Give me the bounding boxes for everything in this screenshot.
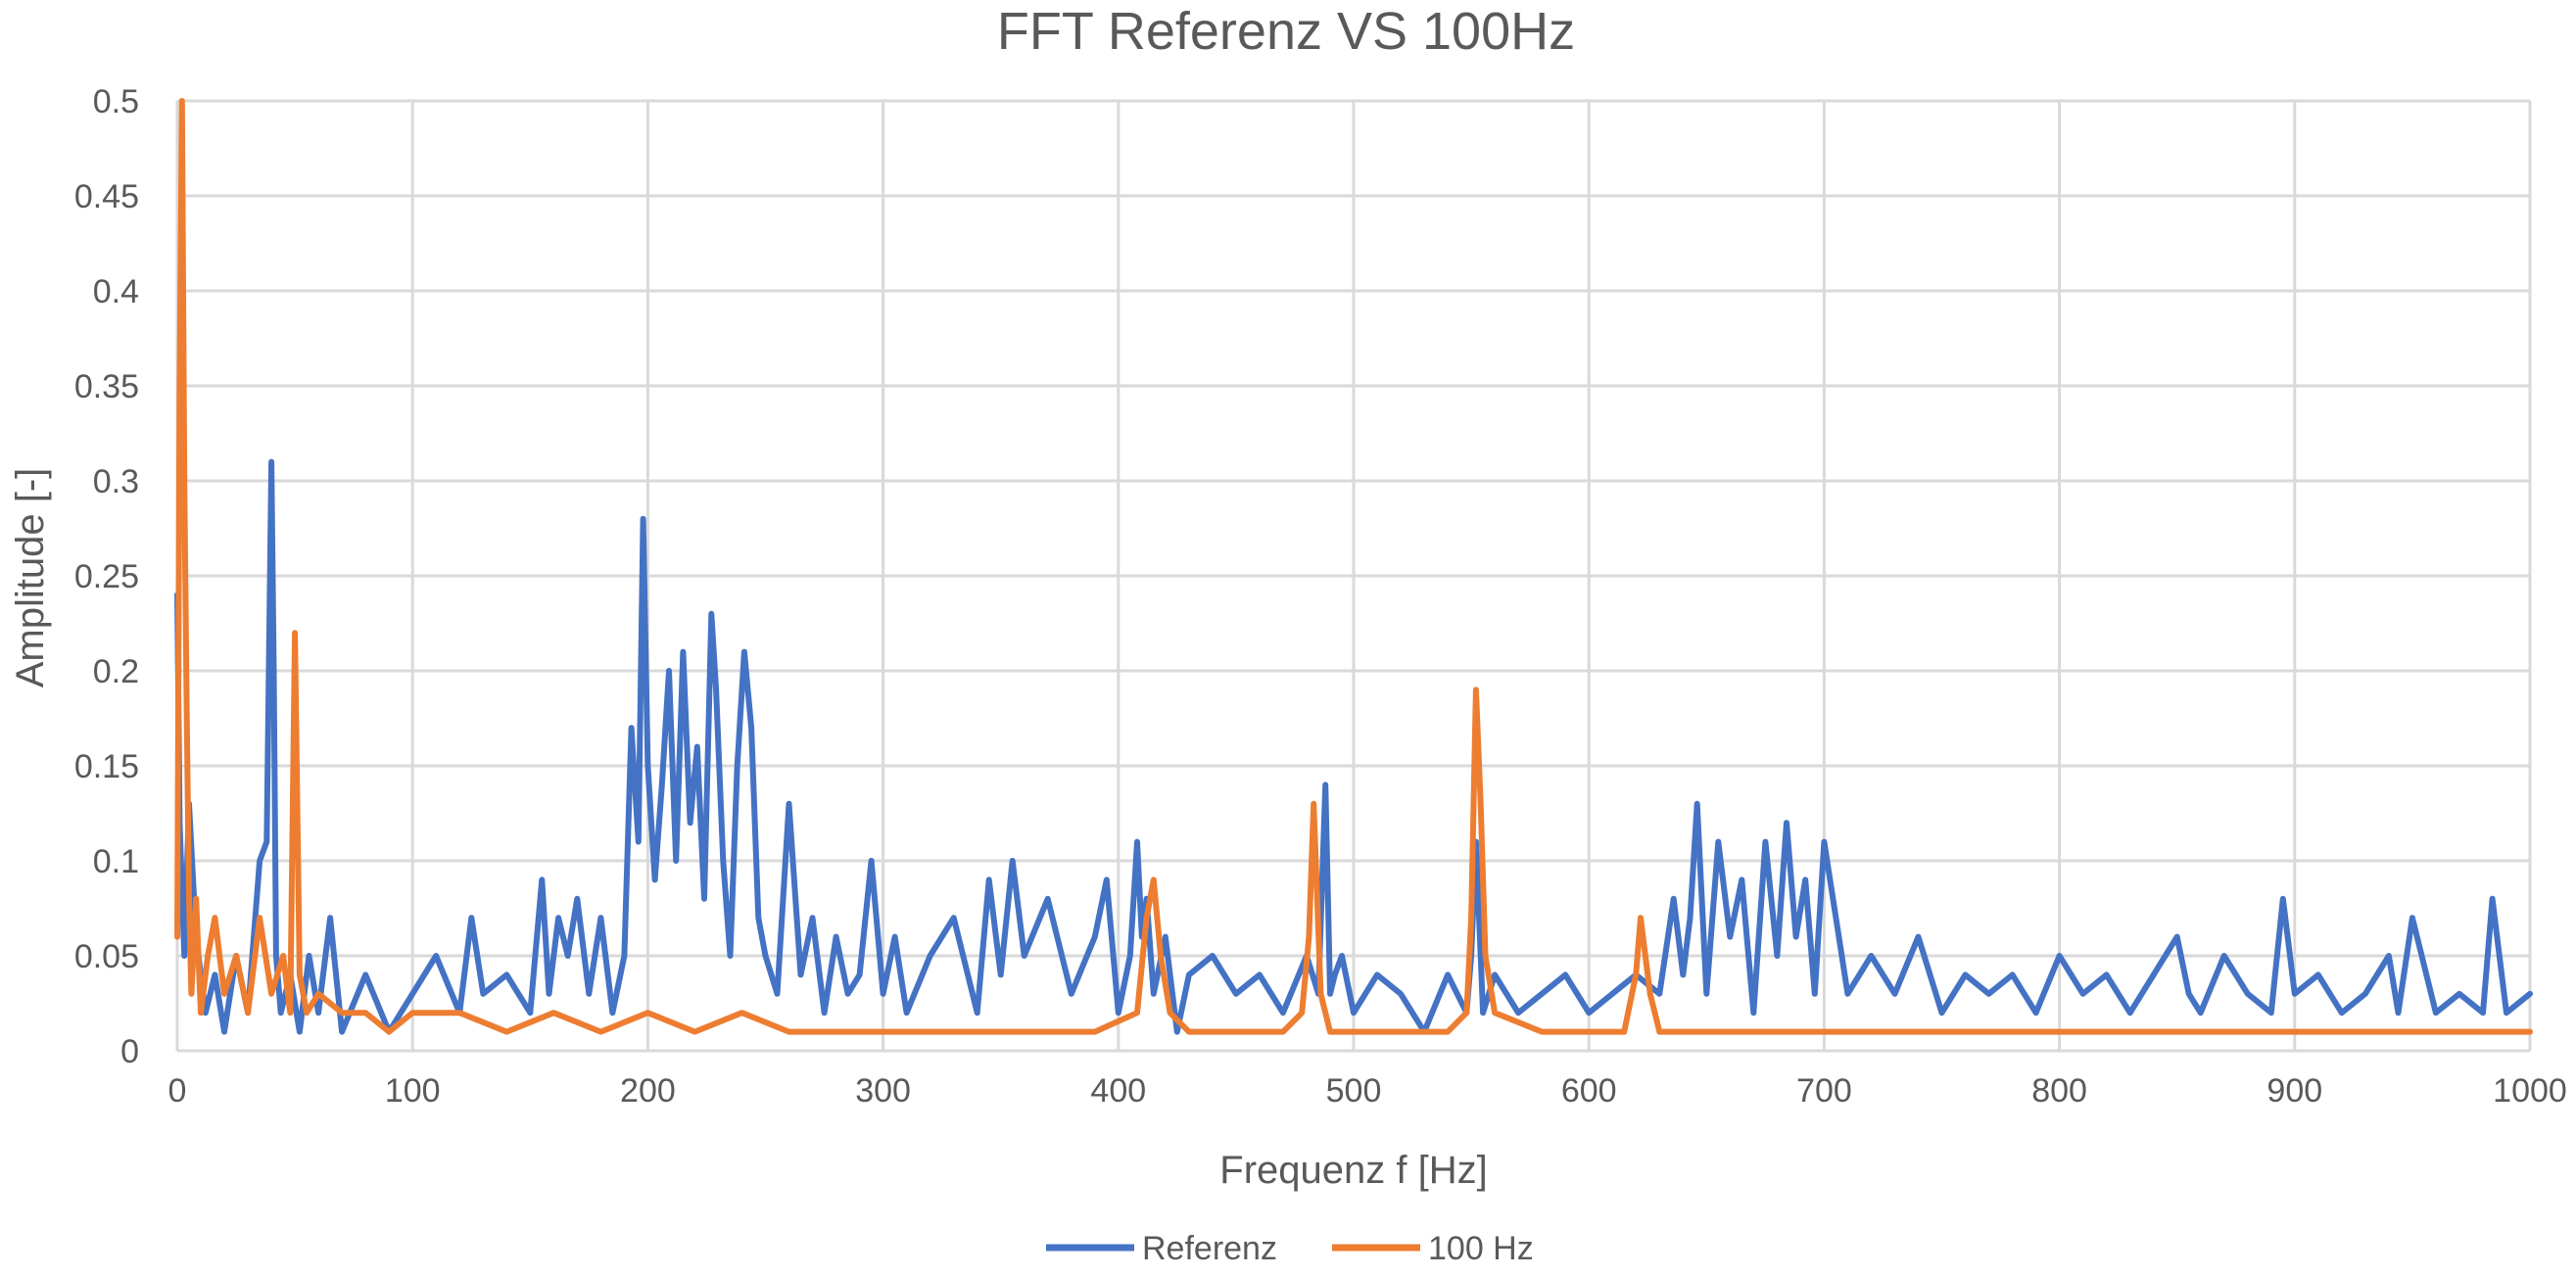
y-tick-label-7: 0.35 (74, 368, 139, 405)
x-tick-label-0: 0 (168, 1072, 187, 1110)
chart-title: FFT Referenz VS 100Hz (997, 2, 1575, 61)
legend: Referenz 100 Hz (1046, 1230, 1534, 1267)
y-axis-title: Amplitude [-] (9, 468, 52, 688)
y-tick-label-5: 0.25 (74, 558, 139, 595)
x-tick-label-7: 700 (1796, 1072, 1852, 1110)
y-tick-label-9: 0.45 (74, 178, 139, 215)
series-line-100hz (174, 98, 2533, 1035)
x-tick-label-6: 600 (1561, 1072, 1617, 1110)
x-tick-label-4: 400 (1090, 1072, 1146, 1110)
x-tick-label-1: 100 (385, 1072, 441, 1110)
y-tick-label-8: 0.4 (93, 273, 139, 310)
legend-label-1: 100 Hz (1428, 1230, 1534, 1267)
x-tick-label-3: 300 (855, 1072, 911, 1110)
x-tick-label-10: 1000 (2493, 1072, 2567, 1110)
y-tick-label-2: 0.1 (93, 843, 139, 880)
y-tick-label-10: 0.5 (93, 83, 139, 120)
y-tick-label-0: 0 (120, 1033, 139, 1070)
x-tick-label-2: 200 (620, 1072, 676, 1110)
x-tick-label-5: 500 (1326, 1072, 1382, 1110)
series-lines (174, 98, 2533, 1035)
series-line-referenz (174, 458, 2533, 1035)
x-tick-label-8: 800 (2031, 1072, 2087, 1110)
legend-label-0: Referenz (1142, 1230, 1277, 1267)
x-axis-title: Frequenz f [Hz] (1219, 1149, 1487, 1192)
x-tick-label-9: 900 (2266, 1072, 2322, 1110)
y-tick-label-3: 0.15 (74, 748, 139, 785)
y-tick-label-4: 0.2 (93, 653, 139, 690)
tick-labels: 0 0.05 0.1 0.15 0.2 0.25 0.3 0.35 0.4 0.45 0.5 0 100… (74, 83, 2567, 1110)
gridlines (175, 99, 2532, 1053)
y-tick-label-6: 0.3 (93, 463, 139, 500)
y-tick-label-1: 0.05 (74, 938, 139, 975)
